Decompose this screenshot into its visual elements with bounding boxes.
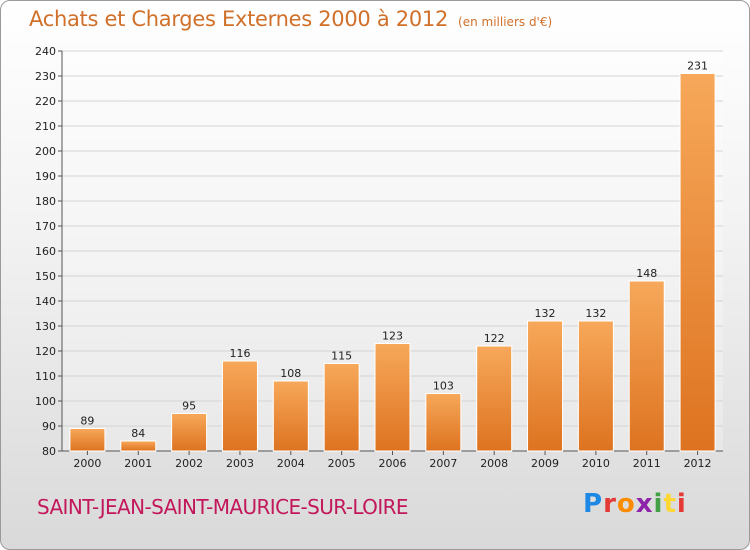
data-label-2010: 132 (585, 307, 606, 320)
bar-2003 (221, 360, 258, 452)
data-label-2011: 148 (636, 267, 657, 280)
chart-title: Achats et Charges Externes 2000 à 2012 (e… (29, 7, 552, 31)
bar-2007 (425, 393, 462, 452)
data-label-2006: 123 (382, 330, 403, 343)
x-tick-label-2005: 2005 (328, 457, 356, 470)
data-label-2000: 89 (80, 415, 94, 428)
y-tick-label: 170 (35, 220, 56, 233)
bar-2011 (628, 280, 665, 452)
x-tick-label-2000: 2000 (73, 457, 101, 470)
y-tick-label: 100 (35, 395, 56, 408)
bar-2012 (679, 73, 716, 452)
y-tick-label: 160 (35, 245, 56, 258)
x-tick-label-2002: 2002 (175, 457, 203, 470)
bar-2008 (476, 345, 513, 452)
bar-2006 (374, 343, 411, 452)
y-tick-label: 90 (42, 420, 56, 433)
y-tick-label: 110 (35, 370, 56, 383)
chart-title-text: Achats et Charges Externes 2000 à 2012 (29, 7, 449, 31)
x-tick-label-2001: 2001 (124, 457, 152, 470)
x-tick-label-2009: 2009 (531, 457, 559, 470)
proxiti-logo: Proxiti (583, 489, 687, 519)
bar-2009 (527, 320, 564, 452)
x-tick-label-2012: 2012 (684, 457, 712, 470)
x-tick-label-2003: 2003 (226, 457, 254, 470)
y-tick-label: 220 (35, 95, 56, 108)
bar-2005 (323, 363, 360, 452)
y-tick-label: 140 (35, 295, 56, 308)
y-tick-label: 210 (35, 120, 56, 133)
x-tick-label-2011: 2011 (633, 457, 661, 470)
data-label-2008: 122 (484, 332, 505, 345)
x-tick-label-2010: 2010 (582, 457, 610, 470)
y-tick-label: 120 (35, 345, 56, 358)
y-tick-label: 200 (35, 145, 56, 158)
y-tick-label: 230 (35, 70, 56, 83)
data-label-2012: 231 (687, 60, 708, 73)
bar-2000 (69, 428, 106, 452)
data-label-2007: 103 (433, 380, 454, 393)
commune-name: SAINT-JEAN-SAINT-MAURICE-SUR-LOIRE (37, 495, 409, 519)
y-tick-label: 180 (35, 195, 56, 208)
data-label-2005: 115 (331, 350, 352, 363)
data-label-2004: 108 (280, 367, 301, 380)
y-tick-label: 150 (35, 270, 56, 283)
data-label-2009: 132 (535, 307, 556, 320)
x-tick-label-2007: 2007 (429, 457, 457, 470)
y-tick-label: 240 (35, 45, 56, 58)
bar-2002 (171, 413, 208, 452)
data-label-2001: 84 (131, 427, 145, 440)
chart-unit: (en milliers d'€) (458, 15, 553, 29)
bar-2004 (272, 380, 309, 452)
x-tick-label-2004: 2004 (277, 457, 305, 470)
bar-2001 (120, 440, 157, 452)
data-label-2003: 116 (229, 347, 250, 360)
x-tick-label-2008: 2008 (480, 457, 508, 470)
x-tick-label-2006: 2006 (379, 457, 407, 470)
y-tick-label: 190 (35, 170, 56, 183)
data-label-2002: 95 (182, 400, 196, 413)
bar-2010 (577, 320, 614, 452)
y-tick-label: 130 (35, 320, 56, 333)
y-tick-label: 80 (42, 445, 56, 458)
